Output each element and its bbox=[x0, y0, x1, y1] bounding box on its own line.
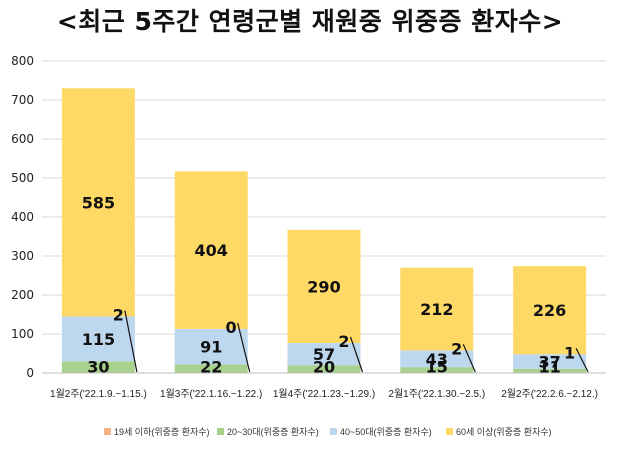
value-label-under19-4: 2 bbox=[451, 339, 462, 358]
bar-segment-3-3 bbox=[287, 229, 361, 343]
y-tick-label-300: 300 bbox=[11, 249, 34, 263]
legend-swatch-1 bbox=[104, 428, 111, 435]
value-label-under19-3: 2 bbox=[338, 332, 349, 351]
value-label-20-30-4: 15 bbox=[426, 358, 448, 377]
y-tick-label-200: 200 bbox=[11, 288, 34, 302]
callout-line-4 bbox=[462, 344, 476, 373]
bar-segment-1-2 bbox=[174, 364, 248, 373]
bar-segment-2-1 bbox=[61, 316, 135, 362]
value-label-20-30-5: 11 bbox=[538, 358, 560, 377]
bar-segment-3-1 bbox=[61, 88, 135, 317]
y-tick-label-600: 600 bbox=[11, 132, 34, 146]
y-tick-label-400: 400 bbox=[11, 210, 34, 224]
legend-label-3: 40~50대(위중증 환자수) bbox=[340, 426, 432, 437]
bar-segment-1-1 bbox=[61, 361, 135, 373]
value-label-40-50-5: 37 bbox=[538, 352, 560, 371]
bar-segment-1-4 bbox=[400, 367, 474, 373]
callout-line-5 bbox=[575, 348, 589, 373]
x-category-label-5: 2월2주('22.2.6.~2.12.) bbox=[501, 388, 598, 400]
value-label-20-30-1: 30 bbox=[87, 358, 109, 377]
bar-segment-1-3 bbox=[287, 365, 361, 373]
value-label-under19-1: 2 bbox=[113, 305, 124, 324]
value-label-20-30-3: 20 bbox=[313, 358, 335, 377]
x-category-label-1: 1월2주('22.1.9.~1.15.) bbox=[50, 388, 147, 400]
bar-segment-3-5 bbox=[513, 266, 587, 355]
x-category-label-2: 1월3주('22.1.16.~1.22.) bbox=[160, 388, 262, 400]
value-label-60plus-1: 585 bbox=[82, 193, 115, 212]
bar-segment-2-5 bbox=[513, 354, 587, 369]
value-label-60plus-4: 212 bbox=[420, 300, 453, 319]
value-label-40-50-2: 91 bbox=[200, 338, 222, 357]
callout-line-1 bbox=[124, 310, 138, 373]
value-label-40-50-1: 115 bbox=[82, 330, 115, 349]
legend-label-2: 20~30대(위중증 환자수) bbox=[227, 426, 319, 437]
x-category-label-3: 1월4주('22.1.23.~1.29.) bbox=[273, 388, 375, 400]
y-tick-label-0: 0 bbox=[26, 366, 34, 380]
chart-title: <최근 5주간 연령군별 재원중 위중증 환자수> bbox=[56, 7, 564, 36]
value-label-20-30-2: 22 bbox=[200, 358, 222, 377]
x-category-label-4: 2월1주('22.1.30.~2.5.) bbox=[388, 388, 485, 400]
y-tick-label-800: 800 bbox=[11, 54, 34, 68]
bar-segment-3-4 bbox=[400, 267, 474, 351]
value-label-60plus-2: 404 bbox=[194, 241, 227, 260]
legend-swatch-3 bbox=[330, 428, 337, 435]
legend-swatch-2 bbox=[217, 428, 224, 435]
value-label-60plus-3: 290 bbox=[307, 277, 340, 296]
legend-swatch-4 bbox=[446, 428, 453, 435]
y-tick-label-500: 500 bbox=[11, 171, 34, 185]
bar-segment-2-4 bbox=[400, 350, 474, 368]
value-label-40-50-3: 57 bbox=[313, 345, 335, 364]
bar-segment-3-2 bbox=[174, 171, 248, 329]
value-label-under19-2: 0 bbox=[226, 318, 237, 337]
bar-segment-2-3 bbox=[287, 342, 361, 366]
callout-line-2 bbox=[237, 322, 251, 373]
y-tick-label-700: 700 bbox=[11, 93, 34, 107]
legend-label-1: 19세 이하(위중증 환자수) bbox=[114, 426, 210, 437]
value-label-40-50-4: 43 bbox=[426, 350, 448, 369]
y-tick-label-100: 100 bbox=[11, 327, 34, 341]
callout-line-3 bbox=[349, 336, 364, 373]
bar-segment-1-5 bbox=[513, 368, 587, 373]
legend-label-4: 60세 이상(위중증 환자수) bbox=[456, 426, 552, 437]
value-label-under19-5: 1 bbox=[564, 343, 575, 362]
bar-segment-2-2 bbox=[174, 328, 248, 365]
value-label-60plus-5: 226 bbox=[533, 301, 566, 320]
